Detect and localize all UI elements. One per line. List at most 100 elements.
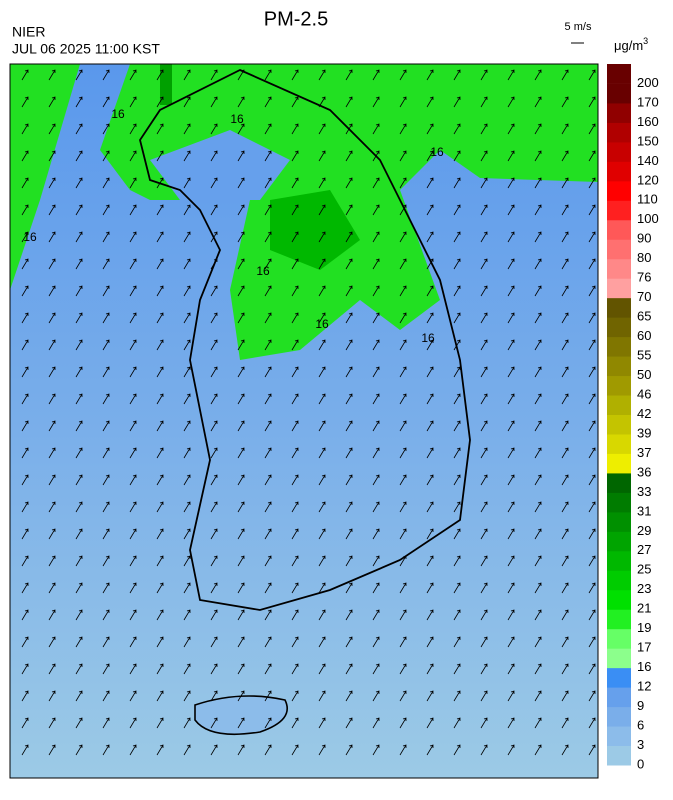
legend-label: 80 <box>637 250 651 265</box>
wind-arrow <box>426 285 434 297</box>
wind-arrow <box>210 123 218 135</box>
legend-label: 65 <box>637 309 651 324</box>
wind-arrow <box>345 339 353 351</box>
legend-swatch <box>607 83 631 104</box>
legend-label: 29 <box>637 523 651 538</box>
wind-arrow <box>156 150 164 162</box>
legend-label: 39 <box>637 425 651 440</box>
wind-arrow <box>507 123 515 135</box>
wind-arrow <box>102 555 110 567</box>
wind-arrow <box>237 663 245 675</box>
wind-arrow <box>453 555 461 567</box>
wind-arrow <box>102 69 110 81</box>
wind-arrow <box>534 420 542 432</box>
wind-arrow <box>588 285 596 297</box>
wind-arrow <box>183 420 191 432</box>
wind-arrow <box>561 339 569 351</box>
wind-arrow <box>453 393 461 405</box>
wind-arrow <box>534 339 542 351</box>
wind-arrow <box>399 231 407 243</box>
wind-arrow <box>453 204 461 216</box>
wind-arrow <box>507 555 515 567</box>
wind-arrow <box>588 501 596 513</box>
wind-arrow <box>264 150 272 162</box>
wind-arrow <box>399 366 407 378</box>
wind-arrow <box>75 690 83 702</box>
legend-label: 31 <box>637 503 651 518</box>
wind-arrow <box>291 501 299 513</box>
wind-arrow <box>210 420 218 432</box>
wind-arrow <box>561 582 569 594</box>
wind-arrow <box>102 609 110 621</box>
wind-arrow <box>48 204 56 216</box>
wind-arrow <box>129 123 137 135</box>
wind-arrow <box>426 609 434 621</box>
wind-arrow <box>129 258 137 270</box>
wind-arrow <box>426 447 434 459</box>
wind-arrow <box>372 447 380 459</box>
wind-arrow <box>480 582 488 594</box>
wind-arrow <box>156 393 164 405</box>
wind-arrow <box>156 717 164 729</box>
wind-arrow <box>480 258 488 270</box>
wind-arrow <box>534 204 542 216</box>
wind-arrow <box>264 96 272 108</box>
wind-arrow <box>372 717 380 729</box>
wind-arrow <box>210 177 218 189</box>
legend-label: 17 <box>637 640 651 655</box>
wind-arrow <box>75 69 83 81</box>
wind-arrow <box>561 285 569 297</box>
wind-arrow <box>372 150 380 162</box>
wind-arrow <box>48 366 56 378</box>
wind-arrow <box>345 123 353 135</box>
legend-swatch <box>607 102 631 123</box>
wind-arrow <box>399 501 407 513</box>
wind-arrow <box>210 690 218 702</box>
wind-arrow <box>291 447 299 459</box>
wind-arrow <box>534 474 542 486</box>
coastline <box>139 69 471 611</box>
wind-arrow <box>237 285 245 297</box>
wind-arrow <box>453 420 461 432</box>
wind-arrow <box>102 258 110 270</box>
wind-arrow <box>48 474 56 486</box>
wind-arrow <box>372 177 380 189</box>
contour-label: 16 <box>315 317 329 331</box>
wind-arrow <box>129 150 137 162</box>
wind-arrow <box>156 528 164 540</box>
wind-arrow <box>561 177 569 189</box>
wind-arrow <box>129 663 137 675</box>
wind-arrow <box>399 744 407 756</box>
wind-arrow <box>534 258 542 270</box>
wind-arrow <box>210 69 218 81</box>
wind-arrow <box>291 96 299 108</box>
wind-arrow <box>129 528 137 540</box>
wind-arrow <box>480 312 488 324</box>
wind-arrow <box>345 636 353 648</box>
wind-arrow <box>291 582 299 594</box>
wind-arrow <box>264 312 272 324</box>
wind-arrow <box>210 339 218 351</box>
wind-arrow <box>21 447 29 459</box>
wind-arrow <box>210 96 218 108</box>
wind-arrow <box>534 96 542 108</box>
wind-arrow <box>480 177 488 189</box>
wind-arrow <box>318 123 326 135</box>
wind-arrow <box>156 555 164 567</box>
wind-arrow <box>129 609 137 621</box>
legend-label: 200 <box>637 75 659 90</box>
wind-arrow <box>426 717 434 729</box>
wind-arrow <box>210 582 218 594</box>
wind-arrow <box>156 609 164 621</box>
wind-arrow <box>210 528 218 540</box>
wind-arrow <box>48 393 56 405</box>
wind-arrow <box>453 150 461 162</box>
wind-arrow <box>399 555 407 567</box>
wind-arrow <box>588 474 596 486</box>
wind-arrow <box>237 366 245 378</box>
wind-arrow <box>534 447 542 459</box>
wind-arrow <box>345 150 353 162</box>
wind-arrow <box>426 177 434 189</box>
wind-arrow <box>48 555 56 567</box>
wind-arrow <box>318 609 326 621</box>
